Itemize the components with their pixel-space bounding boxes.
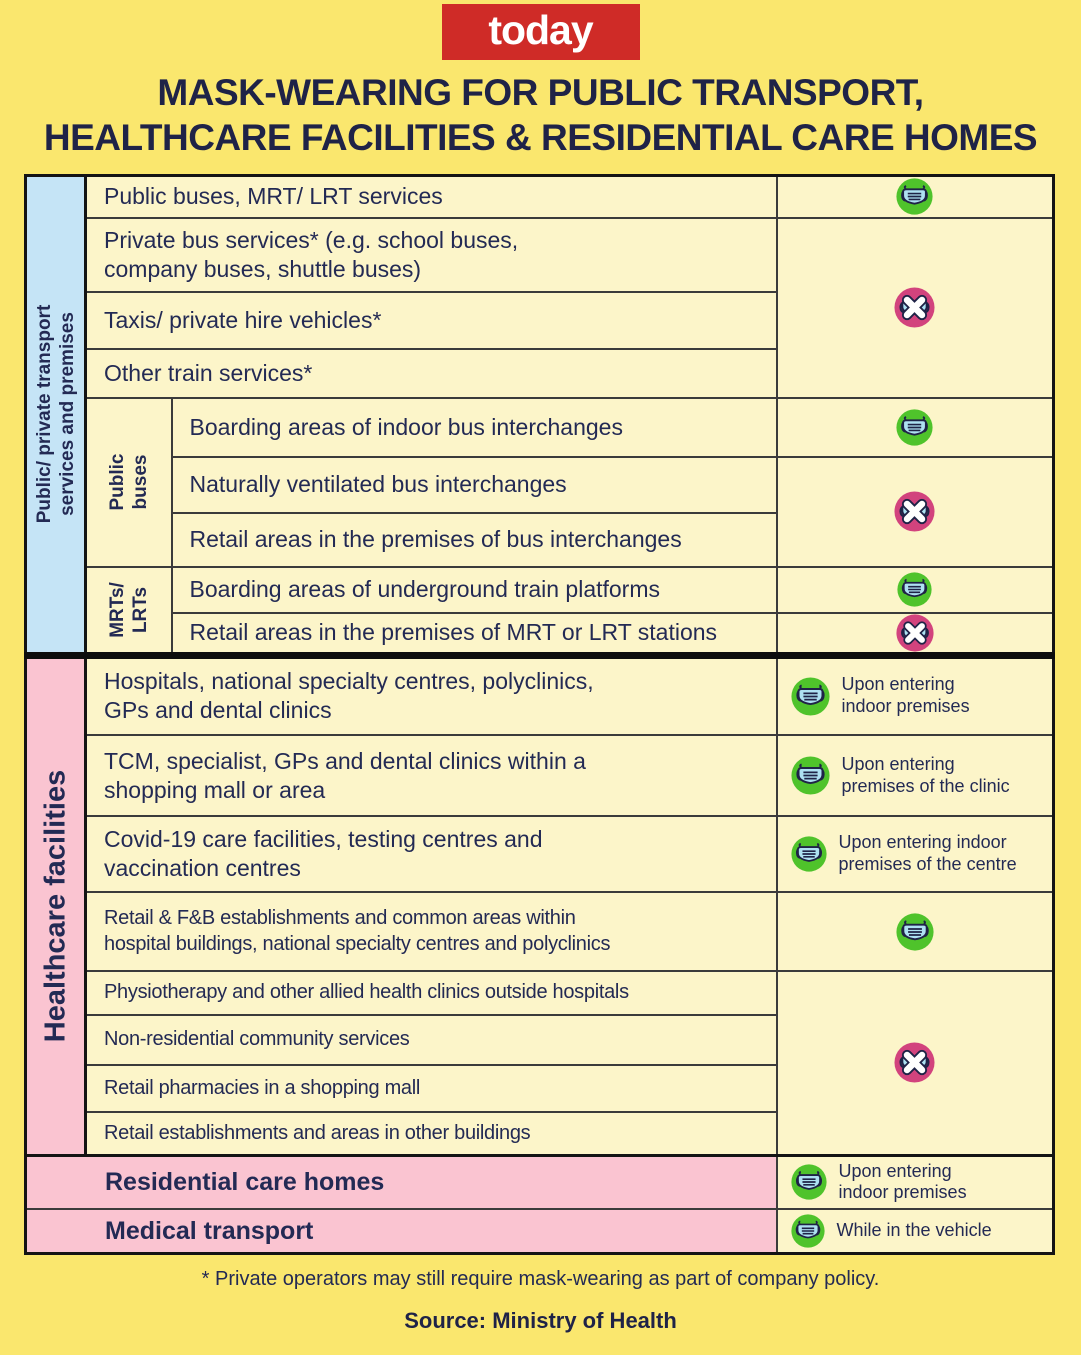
row-retail-bus-interchanges: Retail areas in the premises of bus inte… <box>170 511 778 568</box>
row-non-residential-community: Non-residential community services <box>84 1014 778 1066</box>
page-title-line1: MASK-WEARING FOR PUBLIC TRANSPORT, <box>157 72 924 113</box>
table-row: Public buses Boarding areas of indoor bu… <box>26 396 1055 568</box>
row-public-buses-mrt-lrt: Public buses, MRT/ LRT services <box>84 174 778 219</box>
page-title: MASK-WEARING FOR PUBLIC TRANSPORT, HEALT… <box>0 70 1081 160</box>
mask-status-cell <box>775 216 1055 399</box>
row-retail-other-buildings: Retail establishments and areas in other… <box>84 1111 778 1156</box>
table-row: MRTs/ LRTs Boarding areas of underground… <box>26 565 1055 656</box>
row-retail-fnb-hospital-buildings: Retail & F&B establishments and common a… <box>84 891 778 972</box>
mask-status-cell <box>775 565 1055 614</box>
mask-status-cell: While in the vehicle <box>775 1208 1055 1255</box>
transport-section-label: Public/ private transport services and p… <box>24 174 87 656</box>
table-row: Retail pharmacies in a shopping mall <box>26 1064 1054 1113</box>
table-row: Taxis/ private hire vehicles* <box>26 290 1054 350</box>
mrt-lrt-sublabel: MRTs/ LRTs <box>84 565 173 656</box>
public-buses-sublabel: Public buses <box>84 396 173 568</box>
table-row: Retail areas in the premises of MRT or L… <box>26 611 1055 656</box>
mask-crossed-icon <box>894 491 935 532</box>
healthcare-section-label: Healthcare facilities <box>24 651 87 1156</box>
mask-status-cell <box>775 174 1055 219</box>
mask-status-cell: Upon entering indoor premises of the cen… <box>775 815 1055 893</box>
table-row: Naturally ventilated bus interchanges <box>26 455 1055 568</box>
row-other-train-services: Other train services* <box>84 347 778 399</box>
mask-note: Upon entering indoor premises <box>838 1160 967 1203</box>
today-logo: today <box>441 4 640 60</box>
mask-crossed-icon <box>896 614 934 652</box>
table-row: Other train services* <box>26 347 1054 399</box>
table-row: Medical transport While in the vehicle <box>24 1208 1055 1255</box>
table-row: Physiotherapy and other allied health cl… <box>26 970 1055 1156</box>
row-retail-pharmacies: Retail pharmacies in a shopping mall <box>84 1064 778 1113</box>
row-medical-transport: Medical transport <box>24 1208 778 1255</box>
mask-status-cell <box>775 970 1055 1156</box>
page-title-line2: HEALTHCARE FACILITIES & RESIDENTIAL CARE… <box>43 117 1038 158</box>
mask-crossed-icon <box>894 287 935 328</box>
row-boarding-underground-platforms: Boarding areas of underground train plat… <box>170 565 778 614</box>
mrt-lrt-sublabel-text: MRTs/ LRTs <box>106 581 151 638</box>
mask-required-icon <box>791 836 827 872</box>
source-attribution: Source: Ministry of Health <box>404 1308 677 1334</box>
row-hospitals-polyclinics: Hospitals, national specialty centres, p… <box>84 651 778 736</box>
mask-required-icon <box>791 1214 825 1248</box>
transport-section-label-text: Public/ private transport services and p… <box>33 304 78 524</box>
mask-status-cell: Upon entering premises of the clinic <box>775 734 1055 817</box>
mask-required-icon <box>896 409 933 446</box>
row-residential-care-homes: Residential care homes <box>24 1153 778 1211</box>
mask-note: Upon entering indoor premises <box>841 674 970 717</box>
mask-required-icon <box>896 913 934 951</box>
mask-required-icon <box>791 677 830 716</box>
row-naturally-ventilated-interchanges: Naturally ventilated bus interchanges <box>170 455 778 514</box>
mask-note: Upon entering indoor premises of the cen… <box>838 832 1017 874</box>
table-row: Retail areas in the premises of bus inte… <box>26 511 1054 568</box>
table-row: Residential care homes Upon entering ind… <box>24 1153 1055 1211</box>
mask-status-cell: Upon entering indoor premises <box>775 651 1055 736</box>
mask-status-cell <box>775 396 1055 458</box>
row-boarding-indoor-interchanges: Boarding areas of indoor bus interchange… <box>170 396 778 458</box>
today-logo-text: today <box>488 6 593 53</box>
footnote: * Private operators may still require ma… <box>201 1268 880 1291</box>
mask-required-icon <box>897 572 932 607</box>
mask-status-cell <box>775 613 1055 656</box>
table-row: Retail & F&B establishments and common a… <box>26 891 1055 972</box>
mask-status-cell: Upon entering indoor premises <box>775 1153 1055 1211</box>
table-row: TCM, specialist, GPs and dental clinics … <box>26 734 1055 817</box>
table-row: Non-residential community services <box>26 1014 1054 1066</box>
mask-required-icon <box>791 1164 827 1200</box>
mask-rules-table: Public/ private transport services and p… <box>24 174 1056 1256</box>
healthcare-section-label-text: Healthcare facilities <box>39 769 71 1043</box>
mask-status-cell <box>775 455 1055 568</box>
public-buses-sublabel-text: Public buses <box>106 453 151 511</box>
mask-note: Upon entering premises of the clinic <box>841 753 1010 796</box>
mask-required-icon <box>896 178 933 215</box>
row-taxis-private-hire: Taxis/ private hire vehicles* <box>84 290 778 350</box>
mask-required-icon <box>791 756 830 795</box>
mask-status-cell <box>775 891 1055 972</box>
row-tcm-specialist-clinics: TCM, specialist, GPs and dental clinics … <box>84 734 778 817</box>
mask-note: While in the vehicle <box>836 1220 992 1241</box>
row-private-bus-services: Private bus services* (e.g. school buses… <box>84 216 778 293</box>
table-row: Healthcare facilities Hospitals, nationa… <box>24 651 1055 1156</box>
row-covid-care-facilities: Covid-19 care facilities, testing centre… <box>84 815 778 893</box>
table-row: Retail establishments and areas in other… <box>26 1111 1054 1156</box>
row-physiotherapy-clinics: Physiotherapy and other allied health cl… <box>84 970 778 1016</box>
row-retail-mrt-lrt-stations: Retail areas in the premises of MRT or L… <box>170 611 778 656</box>
table-row: Private bus services* (e.g. school buses… <box>26 216 1055 399</box>
table-row: Public/ private transport services and p… <box>24 174 1055 656</box>
table-row: Covid-19 care facilities, testing centre… <box>26 815 1055 893</box>
mask-crossed-icon <box>894 1042 935 1083</box>
